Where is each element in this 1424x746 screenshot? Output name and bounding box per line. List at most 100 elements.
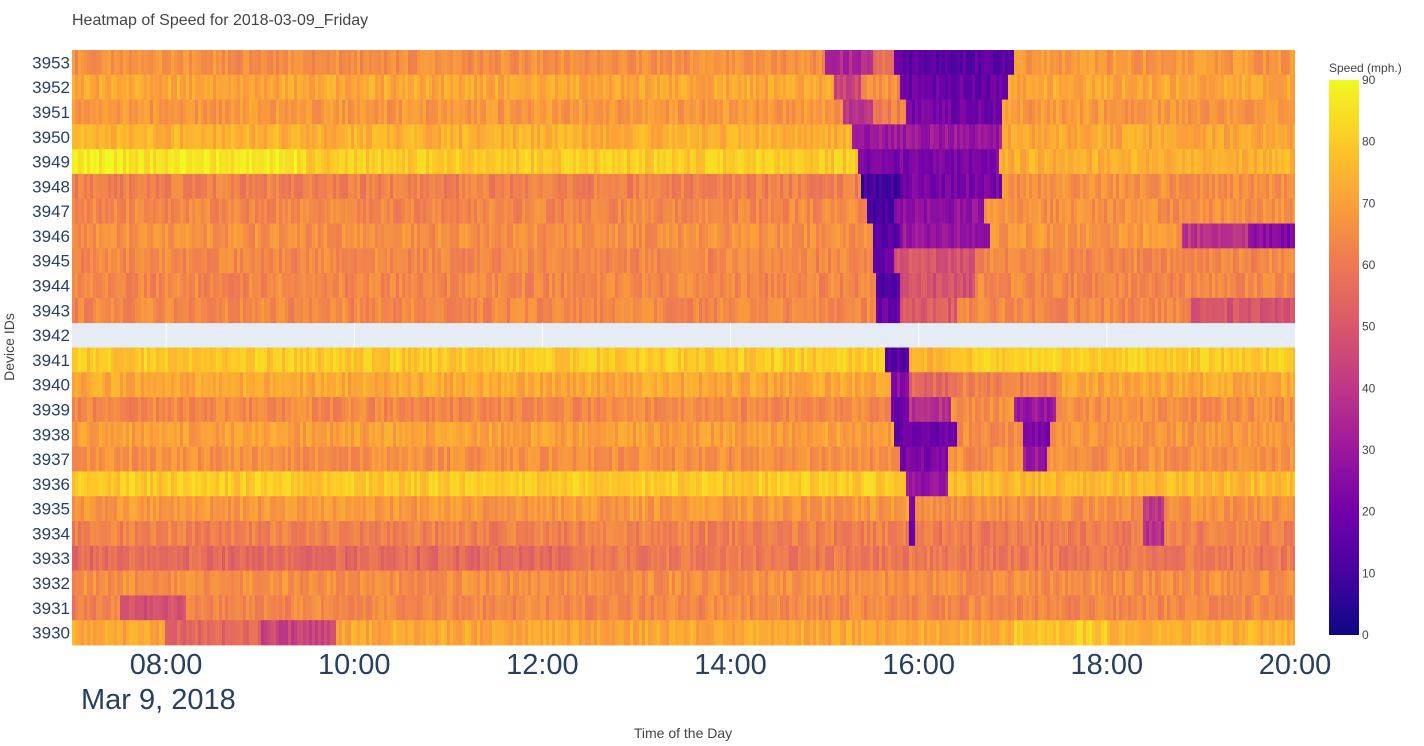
heatmap-cell-3953-171 <box>585 50 589 75</box>
heatmap-cell-3953-131 <box>465 50 469 75</box>
heatmap-cell-3953-5 <box>87 50 91 75</box>
heatmap-cell-3950-367 <box>1173 124 1177 149</box>
heatmap-cell-3951-162 <box>558 100 562 125</box>
heatmap-cell-3950-219 <box>729 124 733 149</box>
heatmap-cell-3952-382 <box>1218 75 1222 100</box>
heatmap-cell-3948-387 <box>1233 174 1237 199</box>
heatmap-cell-3948-134 <box>474 174 478 199</box>
heatmap-cell-3945-176 <box>600 248 604 273</box>
heatmap-cell-3953-4 <box>84 50 88 75</box>
heatmap-cell-3949-381 <box>1215 149 1219 174</box>
heatmap-cell-3950-73 <box>291 124 295 149</box>
heatmap-cell-3945-129 <box>459 248 463 273</box>
heatmap-cell-3951-344 <box>1104 100 1108 125</box>
heatmap-cell-3943-391 <box>1245 298 1249 323</box>
heatmap-cell-3945-193 <box>651 248 655 273</box>
heatmap-cell-3948-300 <box>972 174 976 199</box>
heatmap-cell-3949-157 <box>543 149 547 174</box>
heatmap-cell-3948-309 <box>999 174 1003 199</box>
heatmap-row-3945 <box>72 248 1295 273</box>
heatmap-cell-3945-222 <box>738 248 742 273</box>
heatmap-cell-3953-7 <box>93 50 97 75</box>
heatmap-cell-3943-159 <box>549 298 553 323</box>
heatmap-cell-3944-349 <box>1119 273 1123 298</box>
heatmap-cell-3951-106 <box>390 100 394 125</box>
heatmap-cell-3947-142 <box>498 199 502 224</box>
heatmap-cell-3949-218 <box>726 149 730 174</box>
heatmap-cell-3943-260 <box>852 298 856 323</box>
heatmap-cell-3946-40 <box>192 224 196 249</box>
heatmap-cell-3947-39 <box>189 199 193 224</box>
heatmap-cell-3948-212 <box>708 174 712 199</box>
heatmap-cell-3953-207 <box>693 50 697 75</box>
heatmap-cell-3950-361 <box>1155 124 1159 149</box>
heatmap-cell-3948-199 <box>669 174 673 199</box>
heatmap-cell-3948-176 <box>600 174 604 199</box>
heatmap-cell-3941-116 <box>420 348 424 373</box>
heatmap-cell-3944-28 <box>156 273 160 298</box>
heatmap-cell-3951-171 <box>585 100 589 125</box>
heatmap-cell-3944-210 <box>702 273 706 298</box>
heatmap-cell-3945-327 <box>1053 248 1057 273</box>
heatmap-cell-3947-251 <box>825 199 829 224</box>
heatmap-cell-3941-123 <box>441 348 445 373</box>
heatmap-cell-3947-151 <box>525 199 529 224</box>
heatmap-cell-3948-264 <box>864 174 868 199</box>
heatmap-cell-3946-338 <box>1086 224 1090 249</box>
heatmap-cell-3947-13 <box>111 199 115 224</box>
heatmap-cell-3951-153 <box>531 100 535 125</box>
heatmap-cell-3941-269 <box>879 348 883 373</box>
heatmap-cell-3945-207 <box>693 248 697 273</box>
heatmap-cell-3953-387 <box>1233 50 1237 75</box>
heatmap-cell-3943-318 <box>1026 298 1030 323</box>
heatmap-cell-3945-406 <box>1290 248 1294 273</box>
heatmap-cell-3949-138 <box>486 149 490 174</box>
heatmap-cell-3952-105 <box>387 75 391 100</box>
heatmap-cell-3945-221 <box>735 248 739 273</box>
heatmap-cell-3949-246 <box>810 149 814 174</box>
heatmap-cell-3949-323 <box>1041 149 1045 174</box>
heatmap-cell-3945-247 <box>813 248 817 273</box>
heatmap-cell-3947-209 <box>699 199 703 224</box>
heatmap-cell-3945-357 <box>1143 248 1147 273</box>
heatmap-cell-3945-292 <box>948 248 952 273</box>
heatmap-cell-3951-278 <box>906 100 910 125</box>
heatmap-cell-3951-237 <box>783 100 787 125</box>
heatmap-cell-3948-383 <box>1221 174 1225 199</box>
heatmap-cell-3951-87 <box>333 100 337 125</box>
heatmap-cell-3943-27 <box>153 298 157 323</box>
heatmap-cell-3950-383 <box>1221 124 1225 149</box>
heatmap-cell-3944-287 <box>933 273 937 298</box>
heatmap-cell-3948-328 <box>1056 174 1060 199</box>
heatmap-cell-3951-102 <box>378 100 382 125</box>
heatmap-cell-3944-155 <box>537 273 541 298</box>
heatmap-cell-3944-251 <box>825 273 829 298</box>
heatmap-cell-3947-236 <box>780 199 784 224</box>
heatmap-cell-3945-133 <box>471 248 475 273</box>
heatmap-cell-3944-387 <box>1233 273 1237 298</box>
heatmap-cell-3946-102 <box>378 224 382 249</box>
heatmap-cell-3948-36 <box>180 174 184 199</box>
heatmap-cell-3941-163 <box>561 348 565 373</box>
heatmap-cell-3946-299 <box>969 224 973 249</box>
heatmap-cell-3946-162 <box>558 224 562 249</box>
heatmap-cell-3949-39 <box>189 149 193 174</box>
heatmap-cell-3947-257 <box>843 199 847 224</box>
heatmap-cell-3953-108 <box>396 50 400 75</box>
heatmap-cell-3943-347 <box>1113 298 1117 323</box>
heatmap-cell-3951-93 <box>351 100 355 125</box>
heatmap-cell-3949-217 <box>723 149 727 174</box>
heatmap-cell-3952-348 <box>1116 75 1120 100</box>
heatmap-cell-3945-265 <box>867 248 871 273</box>
heatmap-cell-3952-202 <box>678 75 682 100</box>
heatmap-cell-3946-76 <box>300 224 304 249</box>
heatmap-cell-3949-267 <box>873 149 877 174</box>
heatmap-cell-3953-12 <box>108 50 112 75</box>
heatmap-cell-3946-401 <box>1275 224 1279 249</box>
heatmap-cell-3943-384 <box>1224 298 1228 323</box>
heatmap-cell-3944-75 <box>297 273 301 298</box>
heatmap-cell-3943-77 <box>303 298 307 323</box>
heatmap-cell-3950-21 <box>135 124 139 149</box>
heatmap-cell-3941-264 <box>864 348 868 373</box>
